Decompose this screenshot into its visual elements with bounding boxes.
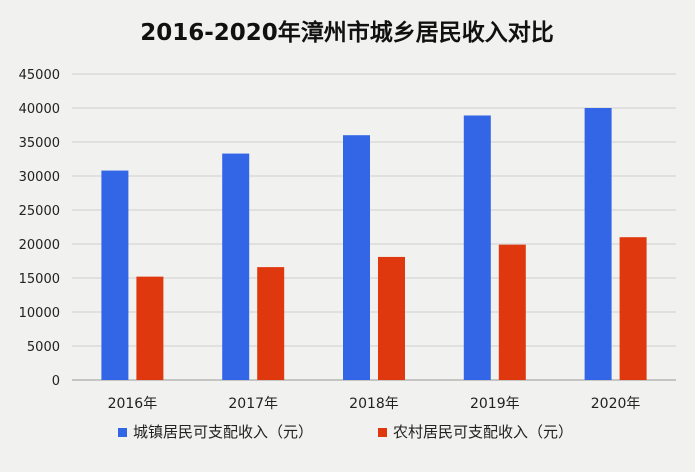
x-tick-label: 2016年 (108, 396, 158, 412)
y-axis-tick-labels: 0 5000 10000 15000 20000 25000 30000 35000 40000… (19, 68, 60, 389)
legend-swatch (118, 428, 127, 437)
y-tick-label: 15000 (19, 272, 60, 287)
x-tick-label: 2017年 (228, 396, 278, 412)
y-tick-label: 0 (52, 374, 60, 389)
legend-swatch (378, 428, 387, 437)
x-tick-label: 2018年 (349, 396, 399, 412)
y-tick-label: 20000 (19, 238, 60, 253)
bar-rural-2 (378, 256, 405, 380)
bar-rural-1 (257, 267, 285, 380)
bar-urban-1 (222, 153, 250, 380)
bar-urban-2 (343, 135, 370, 380)
bar-rural-0 (136, 276, 164, 380)
bar-urban-3 (463, 115, 491, 380)
legend: 城镇居民可支配收入（元） 农村居民可支配收入（元） (118, 423, 573, 441)
bar-rural-3 (498, 244, 526, 380)
x-tick-label: 2019年 (470, 396, 520, 412)
y-tick-label: 45000 (19, 68, 60, 83)
legend-label: 农村居民可支配收入（元） (393, 423, 573, 441)
y-tick-label: 35000 (19, 136, 60, 151)
x-axis-tick-labels: 2016年 2017年 2018年 2019年 2020年 (108, 396, 641, 412)
chart-title: 2016-2020年漳州市城乡居民收入对比 (140, 19, 554, 46)
y-tick-label: 25000 (19, 204, 60, 219)
bar-rural-4 (619, 237, 647, 380)
x-tick-label: 2020年 (591, 396, 641, 412)
legend-label: 城镇居民可支配收入（元） (133, 423, 313, 441)
gridlines (72, 73, 676, 381)
y-tick-label: 5000 (27, 340, 60, 355)
bars (101, 108, 647, 380)
bar-urban-0 (101, 170, 129, 380)
y-tick-label: 10000 (19, 306, 60, 321)
bar-urban-4 (584, 108, 612, 380)
y-tick-label: 40000 (19, 102, 60, 117)
y-tick-label: 30000 (19, 170, 60, 185)
